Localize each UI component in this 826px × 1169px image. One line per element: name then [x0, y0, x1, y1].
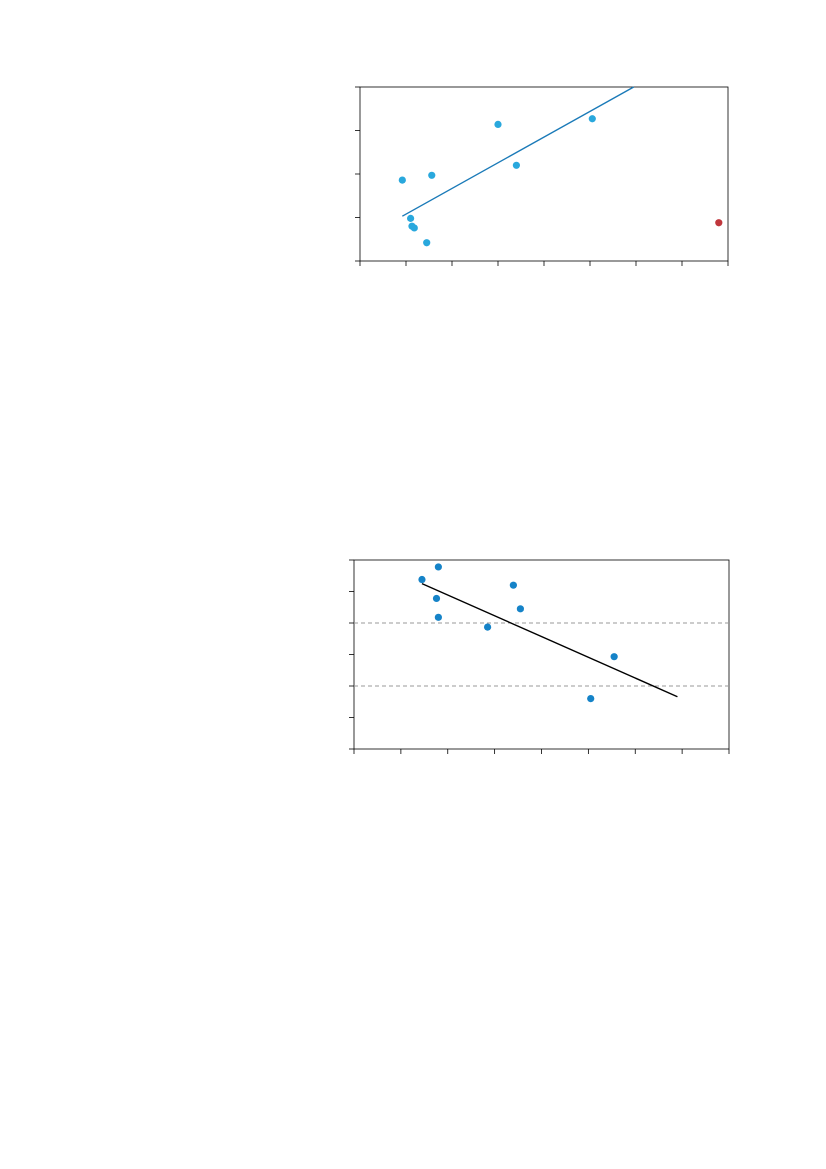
data-point [410, 224, 418, 232]
plot-frame [359, 86, 729, 262]
data-point [509, 581, 517, 589]
data-point [587, 695, 595, 703]
data-point [610, 653, 618, 661]
trend-line [421, 582, 678, 698]
data-point [512, 161, 521, 169]
data-point [428, 171, 436, 179]
data-point [418, 575, 426, 584]
data-point [516, 605, 525, 613]
chart-2 [349, 559, 730, 754]
plot-frame [353, 559, 730, 750]
data-point [588, 115, 596, 123]
data-point [423, 239, 431, 247]
data-point [407, 214, 415, 222]
data-point [483, 623, 492, 631]
chart-1 [355, 86, 729, 266]
outlier-point [715, 219, 723, 227]
data-point [432, 594, 441, 603]
data-point [434, 563, 442, 571]
data-point [398, 176, 406, 184]
data-point [494, 120, 502, 129]
trend-line [401, 86, 635, 217]
data-point [434, 613, 442, 621]
